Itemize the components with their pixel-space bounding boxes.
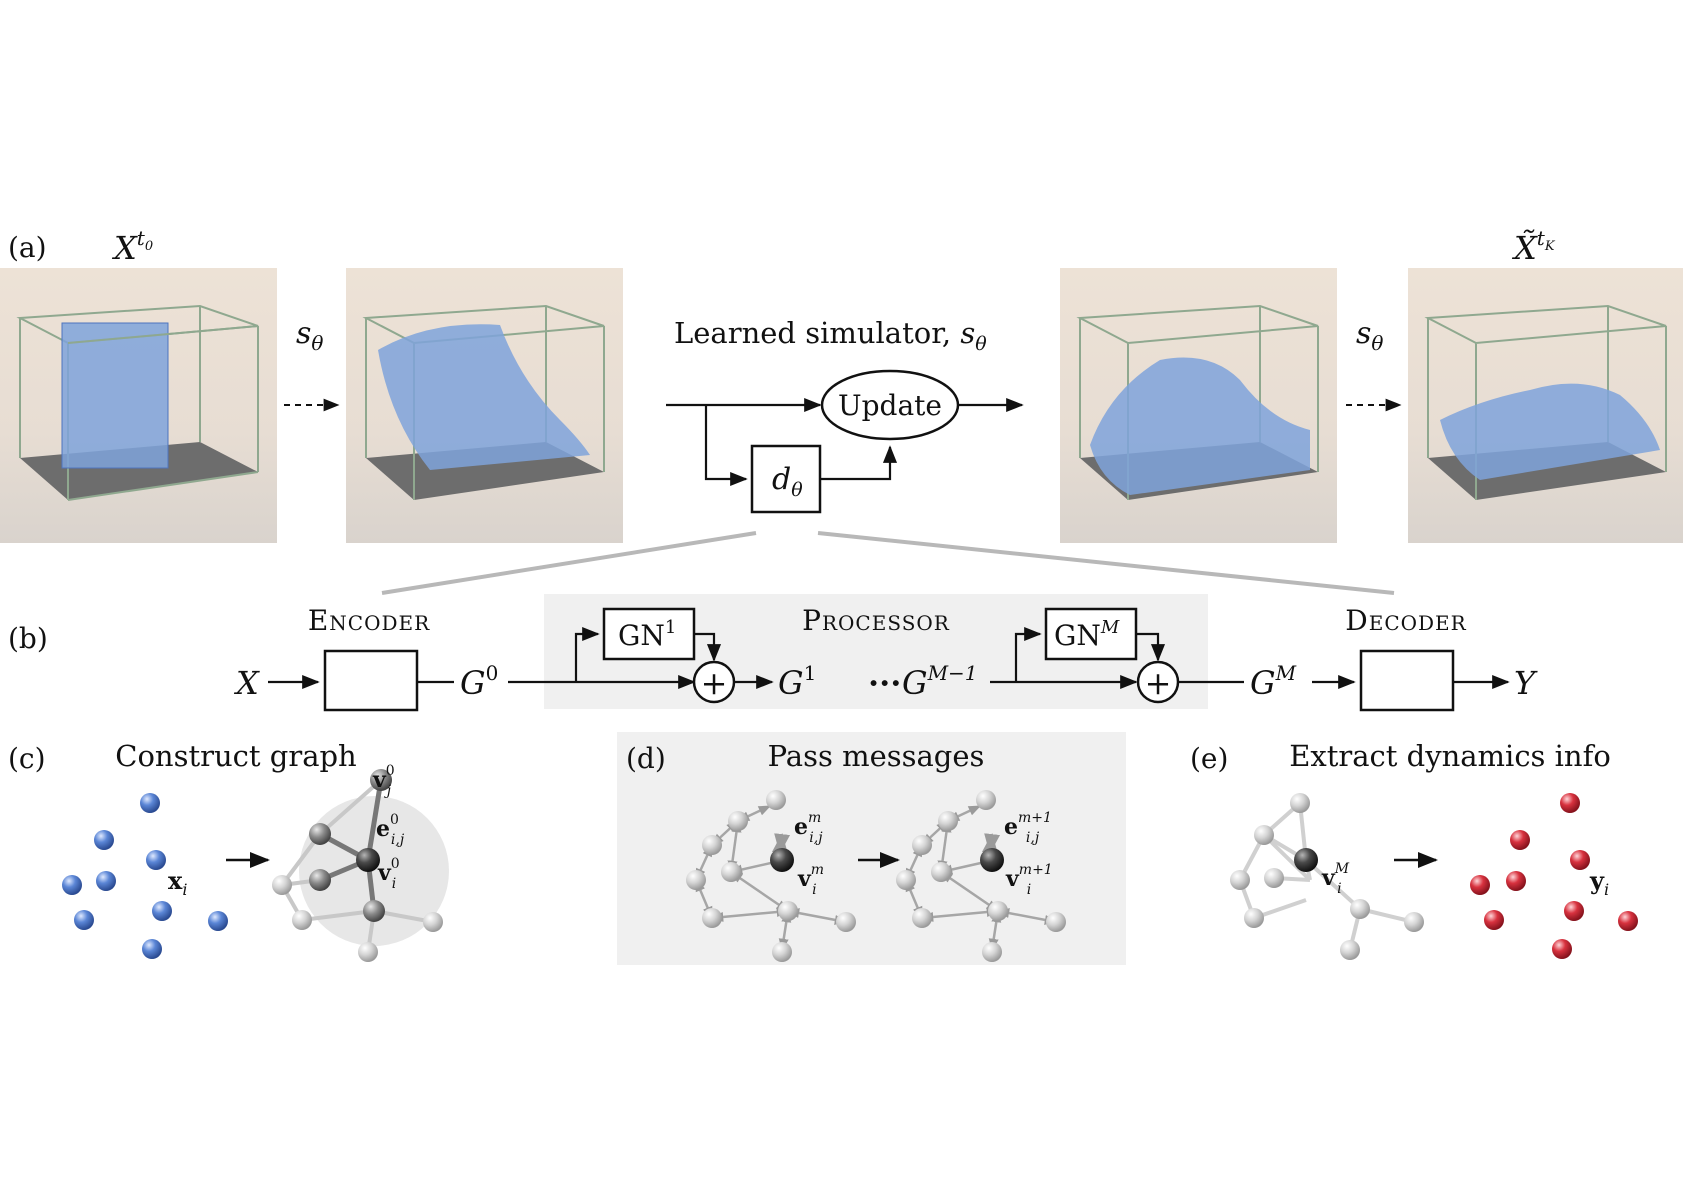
gn1-box <box>602 607 696 661</box>
sim-frame-1 <box>0 268 277 543</box>
gn1-to-plus-arrow <box>694 632 722 662</box>
output-y: Y <box>1514 664 1538 702</box>
panel-c-tag: (c) <box>8 742 46 775</box>
zoom-line-right <box>817 531 1395 595</box>
gnM-label: GNM <box>1054 617 1120 652</box>
connectivity-radius <box>299 796 449 946</box>
to-gnM-arrow <box>1014 626 1042 682</box>
encoder-box <box>323 649 419 712</box>
v-M-label: vM i <box>1321 861 1350 897</box>
encoder-title: Encoder <box>308 604 430 637</box>
sim-frame-4 <box>1408 268 1683 543</box>
zoom-line-left <box>381 531 757 595</box>
e-m1-label: em+1 i,j <box>1004 810 1052 846</box>
step-label-left: sθ <box>296 316 323 355</box>
panel-e-tag: (e) <box>1190 742 1228 775</box>
v-i-label-c: v0 i <box>377 856 400 892</box>
panel-a-tag: (a) <box>8 231 47 264</box>
plus-sign-M: + <box>1145 664 1172 702</box>
gM-label: GM <box>1250 661 1297 702</box>
sim-frame-2 <box>346 268 623 543</box>
g0-label: G0 <box>460 661 498 702</box>
final-state-label: X̃tK <box>1511 226 1556 267</box>
message-graph-1 <box>686 790 856 962</box>
graph-e <box>1230 793 1424 960</box>
gn1-label: GN1 <box>618 617 676 652</box>
gnM-to-plus-arrow <box>1136 632 1166 662</box>
initial-state-label: Xt0 <box>111 226 153 267</box>
processor-title: Processor <box>802 604 950 637</box>
panel-d-title: Pass messages <box>768 739 985 773</box>
step-label-right: sθ <box>1356 316 1383 355</box>
to-gn1-arrow <box>574 626 600 682</box>
d-theta-label: dθ <box>772 462 803 501</box>
d-to-update-arrow <box>820 445 898 481</box>
v-m-label: vm i <box>797 862 824 898</box>
graph-nodes-c <box>272 769 443 962</box>
panel-b-tag: (b) <box>8 622 48 655</box>
decoder-title: Decoder <box>1345 604 1466 637</box>
g1-label: G1 <box>778 661 816 702</box>
x-i-label: xi <box>168 866 187 899</box>
sim-frame-3 <box>1060 268 1337 543</box>
gnM-box <box>1044 607 1138 661</box>
ellipsis: ··· <box>868 664 901 702</box>
e-ij-label: e0 i,j <box>376 812 405 848</box>
panel-d-tag: (d) <box>626 742 666 775</box>
v-j-label: v0 j <box>372 763 395 799</box>
decoder-box <box>1359 649 1455 712</box>
simulator-title: Learned simulator, sθ <box>674 316 987 355</box>
panel-e-title: Extract dynamics info <box>1289 739 1611 773</box>
message-graph-2 <box>896 790 1066 962</box>
gm1-label: GM−1 <box>902 661 978 702</box>
e-m-label: em i,j <box>794 810 823 846</box>
panel-c-title: Construct graph <box>115 739 356 773</box>
v-m1-label: vm+1 i <box>1005 862 1053 898</box>
y-i-label: yi <box>1589 866 1609 899</box>
input-x: X <box>233 664 260 702</box>
plus-sign-1: + <box>701 664 728 702</box>
blue-particles <box>62 793 228 959</box>
red-particles <box>1470 793 1638 959</box>
branch-to-d-arrow <box>704 405 748 487</box>
update-label: Update <box>838 389 942 422</box>
